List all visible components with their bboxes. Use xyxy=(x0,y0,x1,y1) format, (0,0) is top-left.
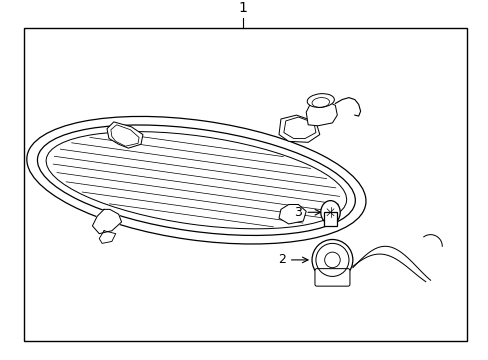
Polygon shape xyxy=(107,122,142,148)
Polygon shape xyxy=(99,231,116,243)
Text: 3: 3 xyxy=(294,206,302,219)
Bar xyxy=(24,28,466,341)
Polygon shape xyxy=(283,117,315,139)
Bar xyxy=(323,212,337,226)
FancyBboxPatch shape xyxy=(314,269,349,286)
Polygon shape xyxy=(279,115,319,142)
Text: 2: 2 xyxy=(277,253,285,266)
Polygon shape xyxy=(279,204,305,224)
Polygon shape xyxy=(92,210,122,234)
Ellipse shape xyxy=(306,94,334,107)
Ellipse shape xyxy=(320,201,340,224)
Ellipse shape xyxy=(311,239,352,280)
Ellipse shape xyxy=(27,116,365,244)
Ellipse shape xyxy=(38,125,355,235)
Polygon shape xyxy=(305,100,337,126)
Text: 1: 1 xyxy=(238,1,247,15)
